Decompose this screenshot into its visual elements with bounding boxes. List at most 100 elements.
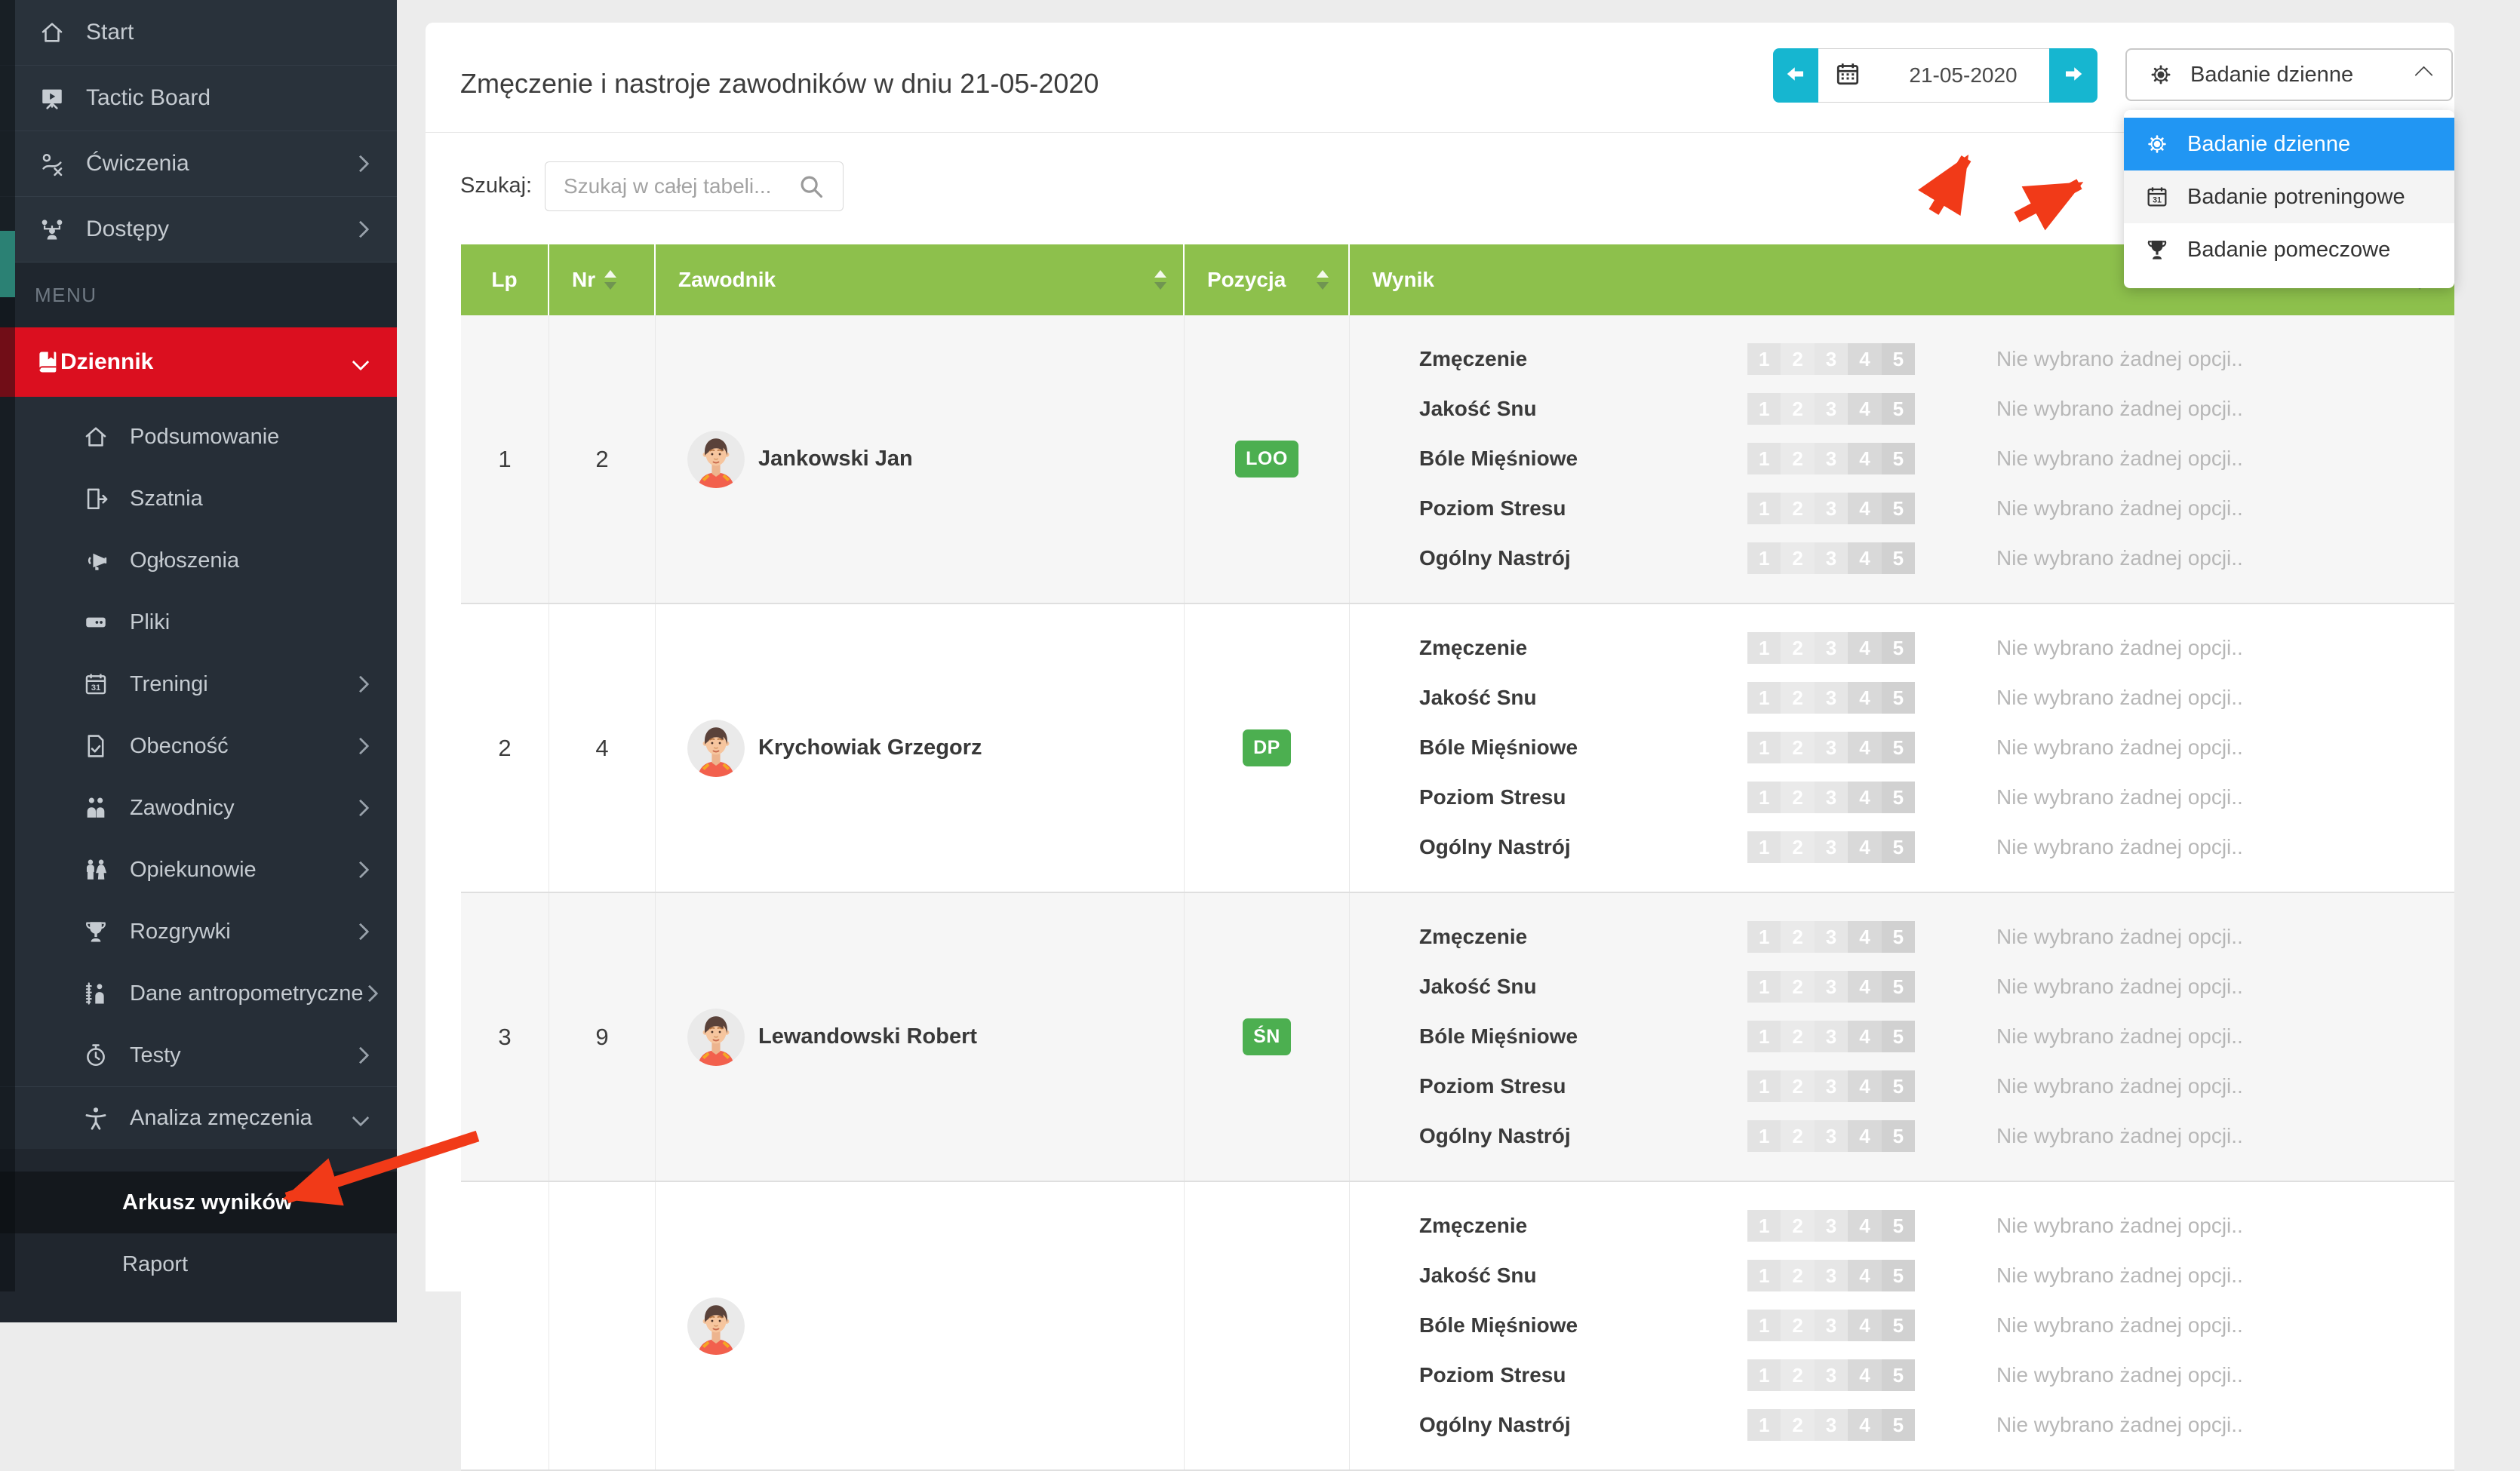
calendar-button[interactable] [1818, 48, 1877, 103]
scale-option-4[interactable]: 4 [1848, 682, 1882, 714]
scale-option-3[interactable]: 3 [1814, 632, 1849, 664]
scale-option-2[interactable]: 2 [1781, 1120, 1815, 1152]
sidebar-item-opiekunowie[interactable]: Opiekunowie [0, 839, 397, 901]
scale-option-3[interactable]: 3 [1814, 682, 1849, 714]
scale-option-3[interactable]: 3 [1814, 1260, 1849, 1291]
column-header-zawodnik[interactable]: Zawodnik [656, 244, 1185, 315]
scale-option-4[interactable]: 4 [1848, 443, 1882, 474]
scale-option-4[interactable]: 4 [1848, 831, 1882, 863]
scale-option-4[interactable]: 4 [1848, 542, 1882, 574]
scale-option-3[interactable]: 3 [1814, 1310, 1849, 1341]
sidebar-item-arkusz-wynikow[interactable]: Arkusz wyników [0, 1172, 397, 1233]
scale-option-5[interactable]: 5 [1881, 393, 1916, 425]
scale-option-1[interactable]: 1 [1747, 1310, 1781, 1341]
survey-option-badanie-pomeczowe[interactable]: Badanie pomeczowe [2124, 223, 2454, 276]
scale-option-5[interactable]: 5 [1881, 1260, 1916, 1291]
scale-option-2[interactable]: 2 [1781, 1310, 1815, 1341]
scale-option-1[interactable]: 1 [1747, 732, 1781, 763]
scale-option-3[interactable]: 3 [1814, 921, 1849, 953]
scale-option-5[interactable]: 5 [1881, 1310, 1916, 1341]
scale-option-2[interactable]: 2 [1781, 1021, 1815, 1052]
sidebar-item-dostepy[interactable]: Dostępy [0, 197, 397, 263]
scale-option-2[interactable]: 2 [1781, 831, 1815, 863]
scale-option-1[interactable]: 1 [1747, 1070, 1781, 1102]
scale-option-2[interactable]: 2 [1781, 732, 1815, 763]
sidebar-item-dane-antropometryczne[interactable]: Dane antropometryczne [0, 963, 397, 1024]
scale-option-4[interactable]: 4 [1848, 393, 1882, 425]
sidebar-item-analiza-zmeczenia[interactable]: Analiza zmęczenia [0, 1086, 397, 1149]
sidebar-item-podsumowanie[interactable]: Podsumowanie [0, 406, 397, 468]
sidebar-item-zawodnicy[interactable]: Zawodnicy [0, 777, 397, 839]
scale-option-1[interactable]: 1 [1747, 632, 1781, 664]
scale-option-2[interactable]: 2 [1781, 443, 1815, 474]
scale-option-2[interactable]: 2 [1781, 343, 1815, 375]
scale-option-3[interactable]: 3 [1814, 1120, 1849, 1152]
scale-option-5[interactable]: 5 [1881, 632, 1916, 664]
scale-option-1[interactable]: 1 [1747, 682, 1781, 714]
sort-arrows-icon[interactable] [1317, 270, 1329, 290]
scale-option-3[interactable]: 3 [1814, 1359, 1849, 1391]
scale-option-4[interactable]: 4 [1848, 1310, 1882, 1341]
scale-option-3[interactable]: 3 [1814, 732, 1849, 763]
scale-option-2[interactable]: 2 [1781, 393, 1815, 425]
scale-option-5[interactable]: 5 [1881, 1359, 1916, 1391]
scale-option-5[interactable]: 5 [1881, 971, 1916, 1003]
scale-option-1[interactable]: 1 [1747, 921, 1781, 953]
scale-option-1[interactable]: 1 [1747, 493, 1781, 524]
sidebar-item-dziennik[interactable]: Dziennik [0, 327, 397, 397]
scale-option-4[interactable]: 4 [1848, 1021, 1882, 1052]
scale-option-3[interactable]: 3 [1814, 443, 1849, 474]
scale-option-4[interactable]: 4 [1848, 632, 1882, 664]
scale-option-1[interactable]: 1 [1747, 542, 1781, 574]
scale-option-1[interactable]: 1 [1747, 443, 1781, 474]
survey-type-select[interactable]: Badanie dzienne [2125, 48, 2453, 101]
scale-option-1[interactable]: 1 [1747, 1260, 1781, 1291]
scale-option-1[interactable]: 1 [1747, 1120, 1781, 1152]
scale-option-4[interactable]: 4 [1848, 971, 1882, 1003]
scale-option-3[interactable]: 3 [1814, 393, 1849, 425]
scale-option-4[interactable]: 4 [1848, 1359, 1882, 1391]
scale-option-2[interactable]: 2 [1781, 1210, 1815, 1242]
scale-option-5[interactable]: 5 [1881, 443, 1916, 474]
sidebar-item-szatnia[interactable]: Szatnia [0, 468, 397, 530]
sidebar-item-ogloszenia[interactable]: Ogłoszenia [0, 530, 397, 591]
scale-option-3[interactable]: 3 [1814, 831, 1849, 863]
scale-option-3[interactable]: 3 [1814, 1021, 1849, 1052]
scale-option-1[interactable]: 1 [1747, 393, 1781, 425]
scale-option-4[interactable]: 4 [1848, 1120, 1882, 1152]
scale-option-4[interactable]: 4 [1848, 732, 1882, 763]
sidebar-item-tactic-board[interactable]: Tactic Board [0, 66, 397, 131]
survey-option-badanie-potreningowe[interactable]: 31 Badanie potreningowe [2124, 170, 2454, 223]
scale-option-3[interactable]: 3 [1814, 343, 1849, 375]
scale-option-5[interactable]: 5 [1881, 732, 1916, 763]
sidebar-item-raport[interactable]: Raport [0, 1233, 397, 1295]
sort-arrows-icon[interactable] [604, 270, 616, 290]
sidebar-item-testy[interactable]: Testy [0, 1024, 397, 1086]
scale-option-4[interactable]: 4 [1848, 493, 1882, 524]
scale-option-5[interactable]: 5 [1881, 343, 1916, 375]
survey-option-badanie-dzienne[interactable]: Badanie dzienne [2124, 118, 2454, 170]
scale-option-1[interactable]: 1 [1747, 971, 1781, 1003]
scale-option-3[interactable]: 3 [1814, 542, 1849, 574]
scale-option-1[interactable]: 1 [1747, 1359, 1781, 1391]
next-day-button[interactable] [2049, 48, 2097, 103]
scale-option-2[interactable]: 2 [1781, 1260, 1815, 1291]
sidebar-item-start[interactable]: Start [0, 0, 397, 66]
sidebar-item-treningi[interactable]: 31 Treningi [0, 653, 397, 715]
scale-option-4[interactable]: 4 [1848, 1070, 1882, 1102]
scale-option-2[interactable]: 2 [1781, 632, 1815, 664]
scale-option-5[interactable]: 5 [1881, 682, 1916, 714]
scale-option-5[interactable]: 5 [1881, 1210, 1916, 1242]
scale-option-3[interactable]: 3 [1814, 782, 1849, 813]
scale-option-1[interactable]: 1 [1747, 343, 1781, 375]
scale-option-1[interactable]: 1 [1747, 1210, 1781, 1242]
scale-option-1[interactable]: 1 [1747, 1021, 1781, 1052]
sidebar-item-cwiczenia[interactable]: Ćwiczenia [0, 131, 397, 197]
scale-option-5[interactable]: 5 [1881, 1021, 1916, 1052]
scale-option-5[interactable]: 5 [1881, 921, 1916, 953]
search-input[interactable] [545, 161, 844, 211]
scale-option-4[interactable]: 4 [1848, 1210, 1882, 1242]
scale-option-2[interactable]: 2 [1781, 782, 1815, 813]
scale-option-2[interactable]: 2 [1781, 682, 1815, 714]
scale-option-4[interactable]: 4 [1848, 782, 1882, 813]
